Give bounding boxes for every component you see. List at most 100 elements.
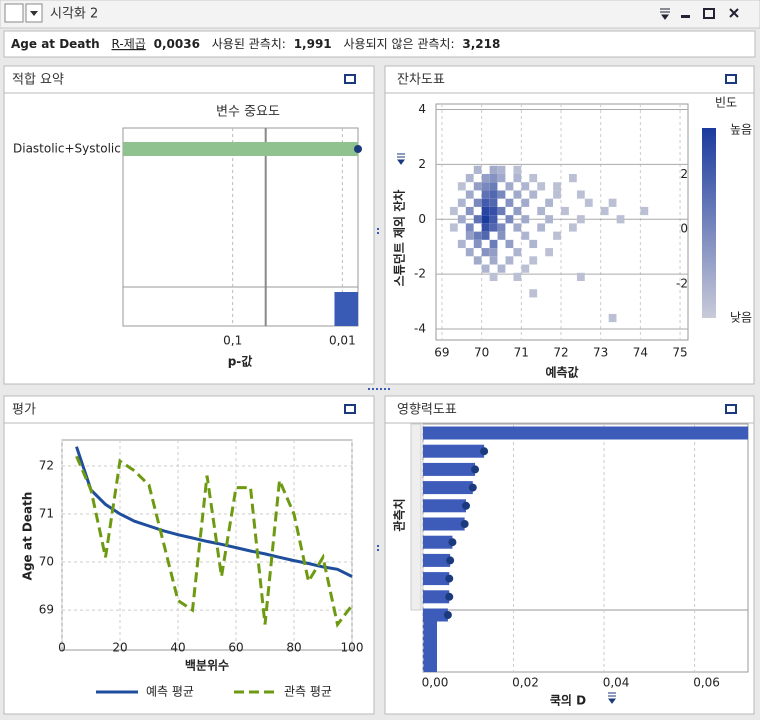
heat-cell (457, 239, 466, 249)
maximize-button[interactable] (703, 8, 715, 19)
y-tick-label: 69 (39, 603, 54, 617)
y-tick-label: 70 (39, 555, 54, 569)
heat-cell (489, 272, 498, 281)
x-axis-label: 백분위수 (185, 658, 229, 673)
bar (423, 553, 451, 567)
heat-cell (616, 215, 625, 224)
unused-value: 3,218 (462, 37, 500, 51)
bar (423, 590, 450, 604)
panel-frames (3, 65, 755, 715)
viz-icon[interactable] (4, 3, 24, 23)
options-icon[interactable] (660, 8, 670, 20)
bar (423, 572, 450, 586)
x-tick-label: 100 (341, 641, 364, 655)
scroll-track (410, 423, 422, 611)
heat-cell (489, 198, 498, 207)
x-tick-label: 40 (170, 641, 185, 655)
x-tick-label: 69 (434, 346, 449, 360)
heat-cell (553, 182, 561, 191)
heat-cell (465, 248, 474, 257)
x-tick-label: 74 (633, 346, 648, 360)
heat-cell (608, 198, 617, 207)
x-tick-label: 0,00 (422, 676, 449, 690)
x-tick-label: 80 (286, 641, 301, 655)
heat-cell (497, 223, 506, 232)
heat-cell (513, 173, 522, 183)
heat-cell (505, 198, 514, 207)
heat-cell (513, 223, 522, 232)
panel-maximize[interactable] (344, 404, 356, 414)
bar (423, 608, 448, 622)
splitter[interactable] (368, 228, 390, 553)
heat-cell (505, 215, 514, 224)
panel-title: 적합 요약 (12, 73, 64, 88)
y-axis-label: 관측치 (392, 498, 407, 531)
close-button[interactable] (729, 8, 739, 18)
y-tick-label: -2 (414, 267, 426, 281)
panel-title: 영향력도표 (397, 403, 457, 418)
heat-cell (489, 182, 498, 191)
bar (423, 517, 465, 531)
panel-maximize[interactable] (725, 74, 737, 84)
heat-cell (537, 223, 546, 232)
bar (423, 535, 453, 549)
heat-cell (584, 198, 593, 207)
panel-maximize[interactable] (725, 404, 737, 414)
title-bar (0, 0, 760, 29)
heat-cell (553, 190, 561, 199)
legend-label: 관측 평균 (284, 685, 332, 699)
y-axis-label: Age at Death (21, 492, 35, 581)
heat-cell (473, 239, 482, 249)
heat-cell (481, 264, 490, 273)
heat-cell (489, 173, 498, 183)
bar (423, 481, 473, 495)
panel (3, 395, 375, 715)
x-tick-label: 0 (58, 641, 66, 655)
heat-cell (481, 206, 490, 216)
heat-cell (513, 206, 522, 216)
heat-cell (521, 231, 530, 240)
sort-icons[interactable] (397, 153, 616, 704)
bar-dot (460, 520, 469, 528)
y-tick-label: -4 (414, 322, 426, 336)
bar (423, 444, 485, 458)
heat-cell (545, 248, 554, 257)
minimize-button[interactable] (681, 15, 690, 18)
bar-dot (445, 574, 454, 583)
heat-cell (545, 198, 554, 207)
heat-cell (489, 215, 498, 224)
heat-cell (521, 215, 530, 224)
heat-cell (505, 182, 514, 191)
r2-label[interactable]: R-제곱 (112, 37, 146, 51)
used-value: 1,991 (294, 37, 332, 51)
unused-label: 사용되지 않은 관측치: (343, 37, 454, 51)
x-axis-label: 예측값 (545, 365, 578, 380)
heat-cell (473, 256, 482, 265)
heat-cell (576, 272, 585, 281)
x-tick-label: 72 (553, 346, 568, 360)
heat-cell (489, 256, 498, 265)
heat-cell (489, 190, 498, 199)
heat-cell (497, 231, 506, 240)
heat-cell (481, 173, 490, 183)
panel-title: 잔차도표 (397, 73, 445, 88)
x-axis-label: 쿡의 D (550, 693, 586, 708)
heat-cell (497, 190, 506, 199)
heat-cell (513, 165, 522, 174)
bar-dot (462, 501, 471, 510)
heat-cell (481, 215, 490, 224)
y2-tick-label: -2 (676, 277, 688, 291)
x-tick-label: 0,06 (693, 676, 720, 690)
y-tick-label: 71 (39, 507, 54, 521)
y2-tick-label: 2 (680, 167, 688, 181)
bar-dot (446, 556, 455, 565)
heat-cell (537, 182, 546, 191)
panel-maximize[interactable] (344, 74, 356, 84)
heat-cell (505, 239, 514, 249)
heat-cell (521, 264, 530, 273)
heat-cell (465, 223, 474, 232)
bar-dot (448, 538, 457, 547)
bar-dot (480, 447, 489, 456)
heat-cell (529, 173, 538, 183)
